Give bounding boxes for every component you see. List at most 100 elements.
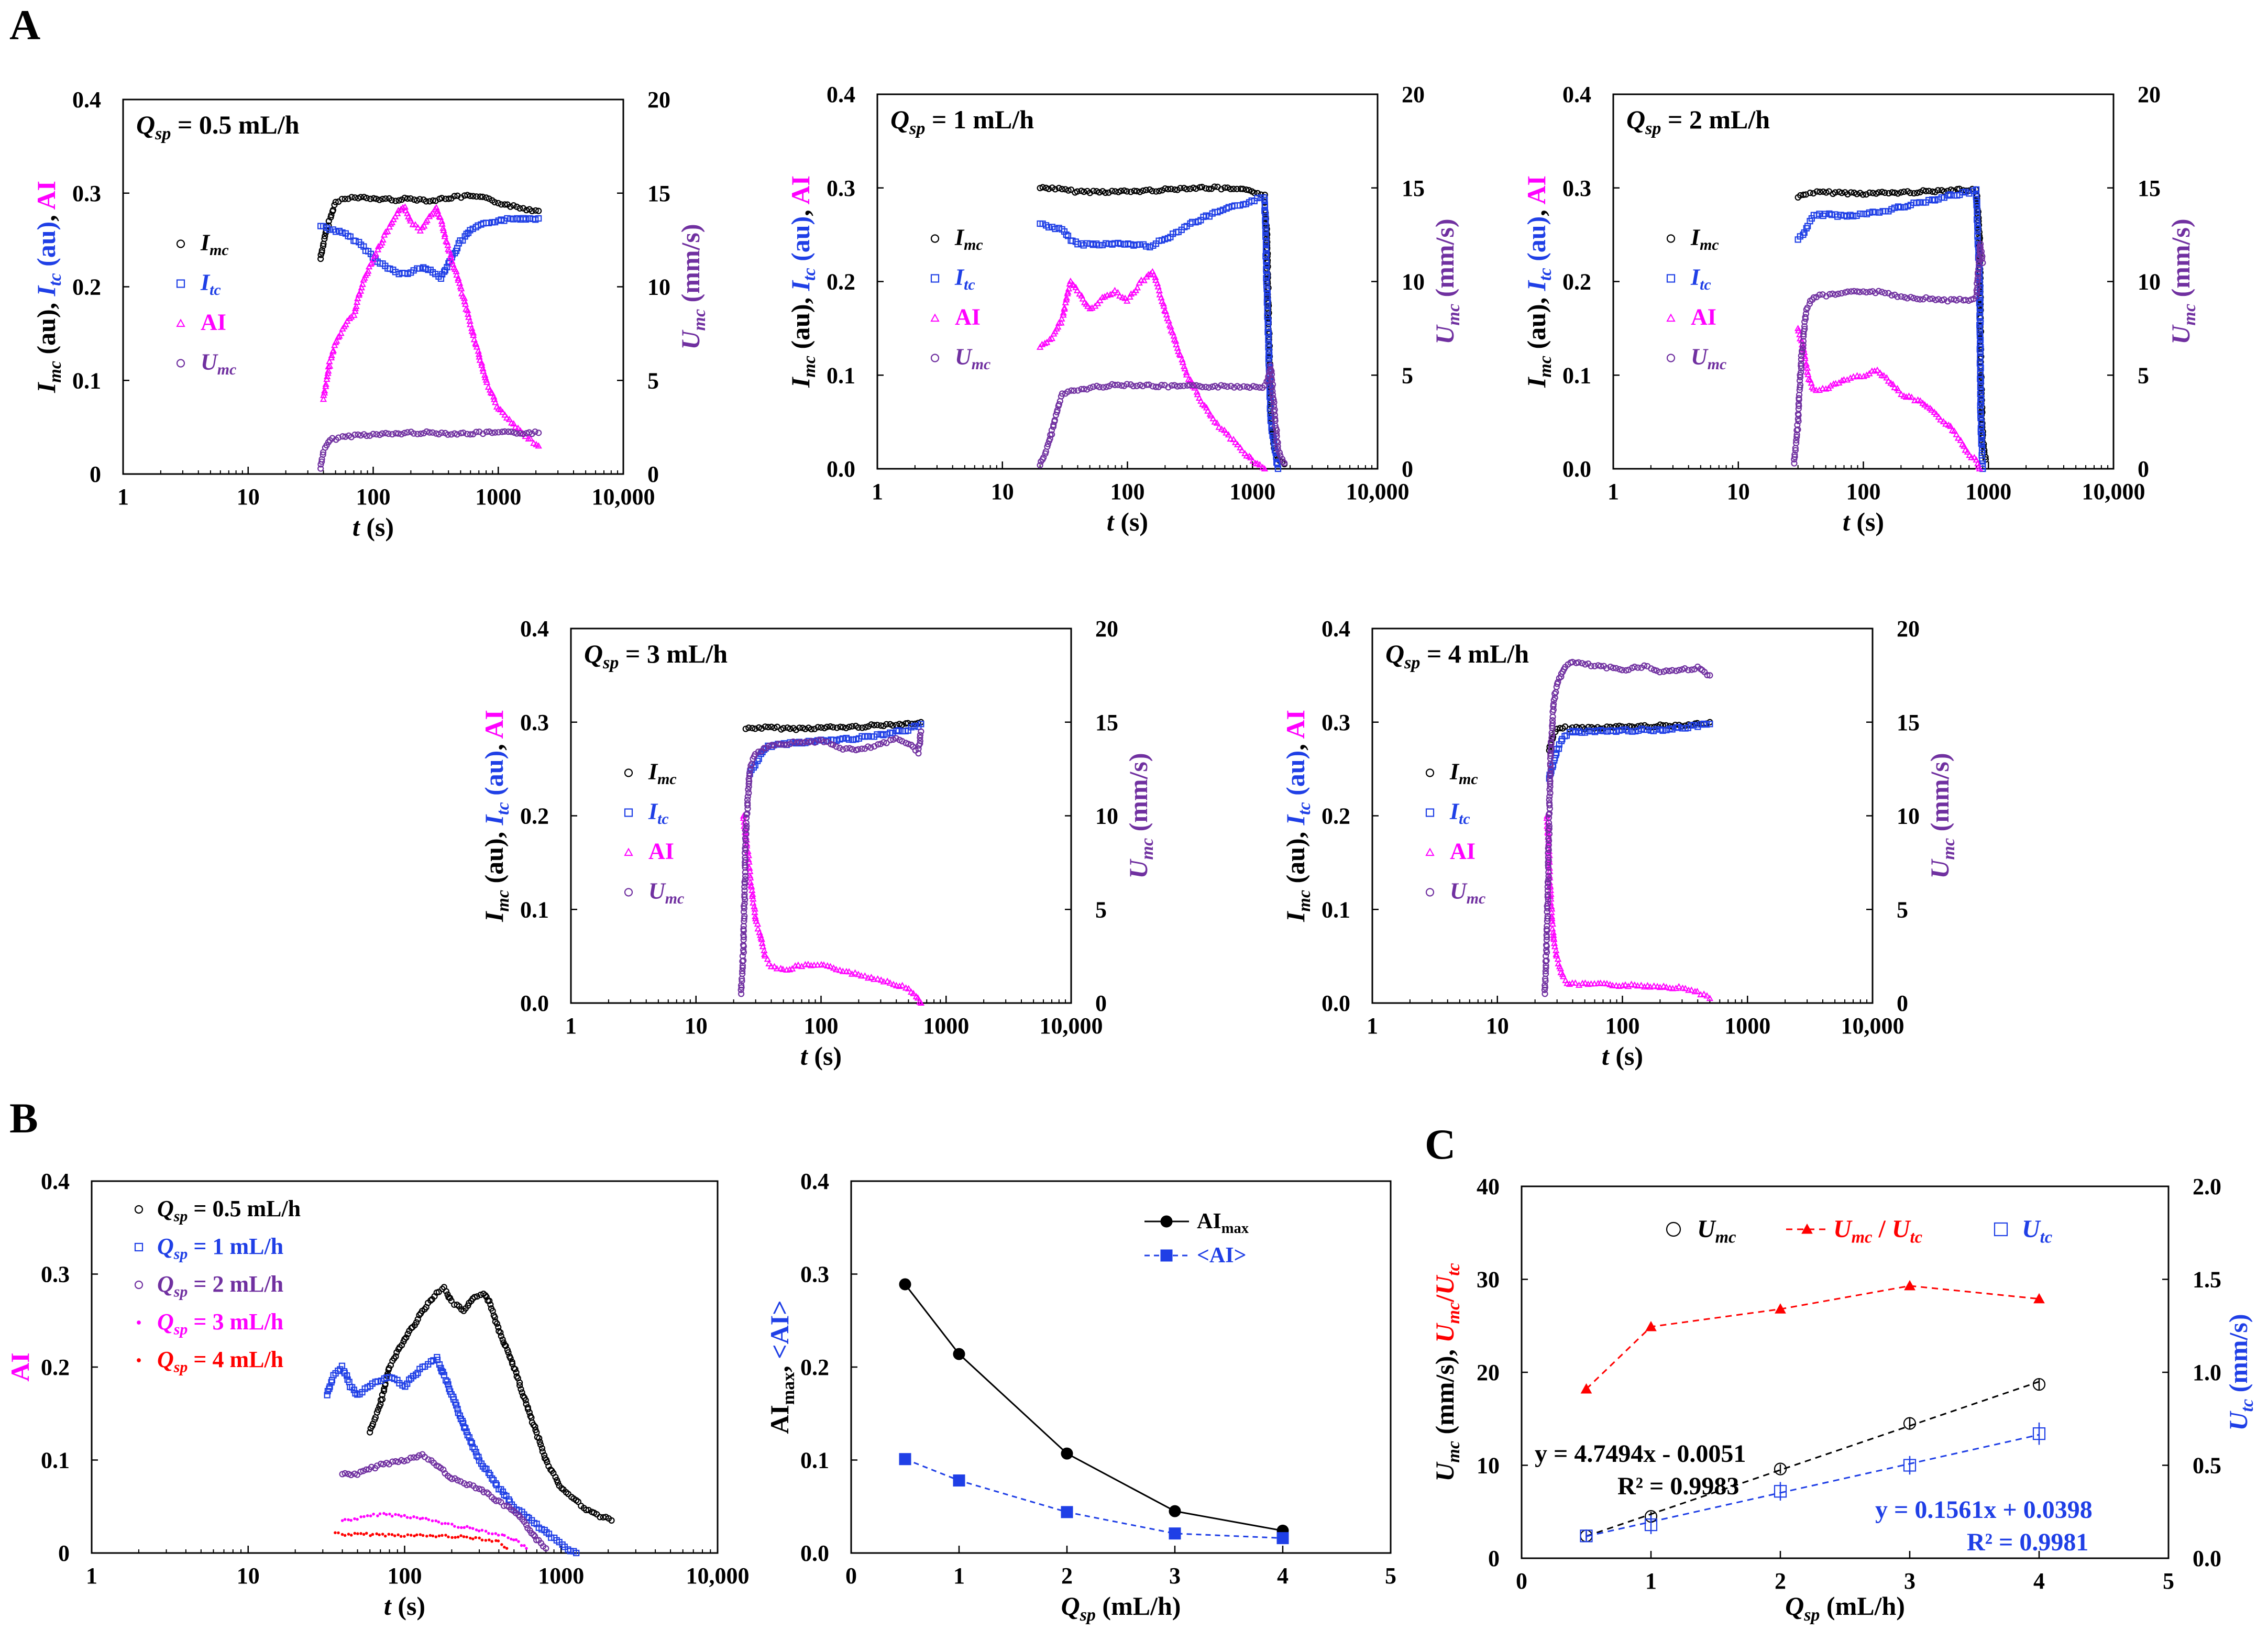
- data-point: [742, 857, 749, 864]
- data-point: [1653, 667, 1660, 674]
- data-point: [1227, 185, 1234, 193]
- data-point: [441, 230, 449, 237]
- data-point: [573, 1549, 580, 1557]
- data-point: [429, 209, 436, 216]
- data-point: [780, 741, 788, 748]
- data-point: [1068, 387, 1075, 394]
- data-point: [440, 1522, 444, 1525]
- data-point: [1973, 287, 1980, 294]
- data-point: [836, 744, 843, 752]
- data-point: [354, 294, 361, 302]
- data-point: [765, 724, 772, 731]
- y-tick-label-left: 0.4: [827, 82, 855, 107]
- data-point: [1263, 268, 1270, 274]
- data-point: [1810, 385, 1817, 392]
- data-point: [523, 216, 530, 223]
- legend-marker: [134, 1205, 144, 1214]
- data-point: [846, 723, 853, 730]
- data-point: [1064, 388, 1071, 395]
- data-point: [490, 393, 498, 400]
- data-point: [1193, 388, 1201, 395]
- data-point: [1878, 289, 1886, 295]
- data-point: [1644, 982, 1652, 988]
- data-point: [1160, 300, 1167, 306]
- data-point: [486, 195, 492, 202]
- data-point: [832, 966, 840, 973]
- data-point: [512, 1366, 519, 1373]
- data-point: [495, 429, 502, 436]
- data-point: [398, 1342, 405, 1349]
- data-point: [526, 215, 533, 222]
- data-point: [1547, 739, 1555, 745]
- legend-label: Umc: [201, 349, 236, 379]
- data-point: [349, 1518, 353, 1522]
- data-point: [827, 723, 834, 730]
- y-tick-label-left: 0.3: [1562, 175, 1591, 201]
- data-point: [1074, 188, 1081, 195]
- data-point: [328, 351, 335, 358]
- data-point: [1262, 210, 1269, 216]
- data-point: [1850, 213, 1857, 219]
- y-tick-label-right: 15: [1402, 175, 1425, 201]
- data-point: [1793, 434, 1800, 440]
- data-point: [1184, 382, 1191, 389]
- data-point: [1856, 289, 1863, 295]
- data-point: [436, 213, 444, 220]
- data-point: [1597, 979, 1604, 986]
- data-point: [479, 431, 487, 437]
- data-point: [384, 227, 391, 234]
- data-point: [474, 1293, 480, 1300]
- data-point: [489, 1475, 496, 1482]
- data-point: [1908, 393, 1915, 400]
- y-axis-label-left: Imc (au), Itc (au), AI: [1522, 175, 1555, 388]
- data-point: [1137, 189, 1143, 195]
- data-point: [399, 1535, 403, 1538]
- data-point: [1672, 667, 1680, 674]
- data-point: [453, 1402, 460, 1409]
- data-point: [1237, 384, 1243, 391]
- data-point: [1853, 372, 1861, 379]
- series-utc: [1580, 1422, 2046, 1543]
- y-tick-label-left: 10: [1477, 1453, 1500, 1479]
- x-tick-label: 1: [872, 479, 883, 504]
- data-point: [1061, 1506, 1073, 1518]
- y-tick-label-left: 20: [1477, 1360, 1500, 1385]
- data-point: [382, 228, 389, 235]
- chart-c: 0 1 2 3 4 5 0 10 20 30 40 0.0 0.5 1.0 1.5 2.0 Qsp (mL/h)…: [1430, 1174, 2257, 1625]
- data-point: [808, 737, 815, 745]
- x-axis-label: Qsp (mL/h): [1785, 1591, 1905, 1625]
- data-point: [1147, 244, 1153, 251]
- data-point: [1978, 256, 1985, 262]
- data-point: [886, 979, 894, 986]
- data-point: [366, 1514, 369, 1517]
- data-point: [1925, 196, 1932, 204]
- data-point: [1974, 269, 1981, 276]
- legend-label: Umc: [648, 878, 684, 908]
- data-point: [417, 431, 424, 437]
- data-point: [494, 1539, 498, 1543]
- data-point: [802, 725, 809, 732]
- data-point: [805, 961, 812, 967]
- data-point: [320, 451, 326, 458]
- data-point: [409, 1516, 412, 1519]
- data-point: [843, 724, 850, 732]
- data-point: [567, 1548, 574, 1555]
- data-point: [1961, 442, 1968, 449]
- data-point: [530, 439, 537, 446]
- data-point: [1822, 211, 1829, 217]
- data-point: [403, 1334, 410, 1341]
- legend-marker: [624, 808, 633, 817]
- data-point: [1231, 438, 1239, 445]
- data-point: [875, 741, 882, 748]
- data-point: [450, 1536, 454, 1539]
- data-point: [445, 1381, 452, 1388]
- data-point: [457, 1526, 460, 1529]
- legend-label: Umc / Utc: [1833, 1215, 1922, 1247]
- data-point: [795, 961, 802, 968]
- data-point: [742, 845, 748, 852]
- data-point: [514, 215, 521, 222]
- data-point: [1114, 289, 1121, 295]
- x-tick-label: 1: [1367, 1013, 1378, 1039]
- y-tick-label-left: 30: [1477, 1267, 1500, 1293]
- data-point: [1888, 292, 1895, 299]
